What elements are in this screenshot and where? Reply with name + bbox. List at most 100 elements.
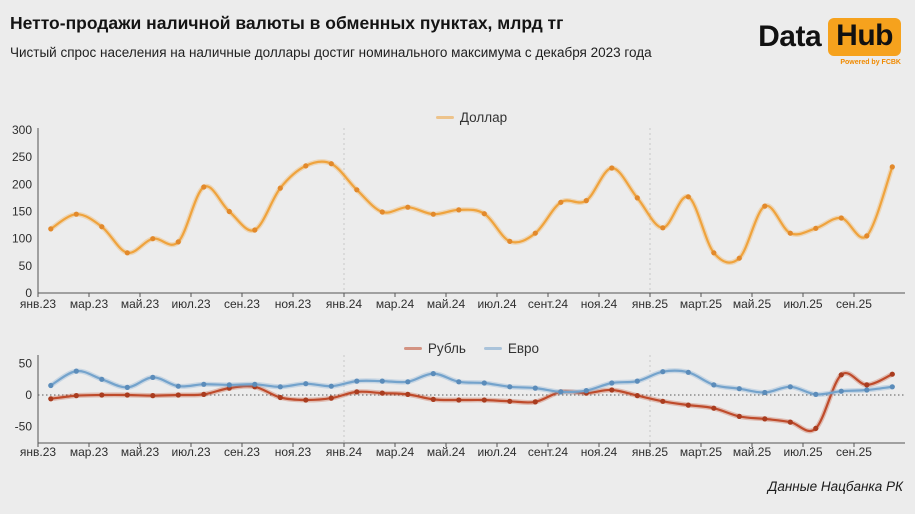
y-tick-label: 50 [19, 357, 33, 371]
x-tick-label: май.24 [427, 297, 466, 311]
y-tick-label: 50 [19, 259, 33, 273]
data-point [583, 388, 589, 394]
x-tick-label: янв.24 [326, 445, 363, 459]
data-point [762, 416, 768, 422]
data-point [558, 199, 564, 205]
data-point [252, 381, 258, 387]
data-point [328, 383, 334, 389]
legend-item-euro[interactable]: Евро [483, 341, 540, 356]
data-point [736, 255, 742, 261]
data-point [583, 198, 589, 204]
data-point [303, 397, 309, 403]
x-tick-label: июл.24 [477, 297, 516, 311]
dollar-line-chart: 0 50 100 150 200 250 300 янв.23 мар.23 май.23 июл.… [12, 123, 905, 311]
data-point [430, 211, 436, 217]
x-tick-label: июл.23 [171, 297, 210, 311]
data-point [456, 379, 462, 385]
x-tick-label: июл.24 [477, 445, 516, 459]
legend-item-ruble[interactable]: Рубль [403, 341, 466, 356]
data-source-note: Данные Нацбанка РК [767, 479, 903, 494]
data-point [124, 384, 130, 390]
data-point [532, 399, 538, 405]
data-point [175, 392, 181, 398]
data-point [660, 225, 666, 231]
x-tick-label: мар.23 [70, 445, 109, 459]
data-point [838, 388, 844, 394]
x-tick-label: янв.25 [632, 445, 669, 459]
series-Доллар [48, 159, 895, 266]
data-point [48, 226, 54, 232]
data-point [354, 187, 360, 193]
x-tick-label: март.25 [680, 297, 723, 311]
x-tick-label: май.23 [121, 297, 160, 311]
data-point [685, 194, 691, 200]
data-point [889, 164, 895, 170]
data-point [73, 211, 79, 217]
data-point [405, 204, 411, 210]
data-point [73, 393, 79, 399]
y-tick-label: 300 [12, 123, 32, 137]
datahub-logo: Data Hub Powered by FCBK [758, 18, 901, 66]
data-point [736, 386, 742, 392]
x-tick-label: янв.23 [20, 297, 57, 311]
x-tick-label: янв.23 [20, 445, 57, 459]
y-tick-label: 200 [12, 177, 32, 191]
legend-label-euro: Евро [507, 341, 540, 356]
data-point [150, 374, 156, 380]
x-tick-label: сен.23 [224, 445, 260, 459]
data-point [481, 380, 487, 386]
page-title: Нетто-продажи наличной валюты в обменных… [10, 13, 564, 33]
data-point [532, 385, 538, 391]
data-point [379, 209, 385, 215]
x-tick-label: май.25 [733, 445, 772, 459]
ruble-euro-chart-legend: Рубль Евро [38, 341, 905, 356]
x-tick-label: сен.23 [224, 297, 260, 311]
data-point [201, 184, 207, 190]
data-point [481, 397, 487, 403]
y-tick-label: 0 [25, 286, 32, 300]
data-point [277, 384, 283, 390]
x-tick-label: май.23 [121, 445, 160, 459]
data-point [226, 208, 232, 215]
page-subtitle: Чистый спрос населения на наличные долла… [10, 45, 652, 60]
x-tick-label: янв.24 [326, 297, 363, 311]
data-point [48, 382, 54, 389]
logo-tagline: Powered by FCBK [840, 59, 901, 66]
x-tick-label: июл.23 [171, 445, 210, 459]
data-point [609, 380, 615, 386]
series-Евро [48, 368, 895, 397]
logo-wordmark: Data Hub [758, 18, 901, 56]
data-point [507, 398, 513, 404]
legend-item-dollar[interactable]: Доллар [435, 110, 508, 125]
data-point [609, 165, 615, 171]
data-point [456, 207, 462, 213]
x-tick-label: ноя.23 [275, 297, 312, 311]
data-point [175, 239, 181, 245]
data-point [201, 381, 207, 387]
legend-label-dollar: Доллар [459, 110, 508, 125]
y-tick-label: -50 [15, 420, 33, 434]
data-point [634, 195, 640, 201]
data-point [379, 378, 385, 384]
data-point [328, 395, 334, 401]
y-tick-label: 0 [25, 388, 32, 402]
ruble-legend-line-icon [403, 347, 422, 350]
data-point [787, 419, 793, 425]
x-tick-label: ноя.24 [581, 297, 618, 311]
data-point [736, 413, 742, 419]
logo-text-hub: Hub [828, 18, 901, 56]
data-point [430, 371, 436, 377]
x-tick-label: мар.23 [70, 297, 109, 311]
data-point [634, 393, 640, 399]
data-point [379, 390, 385, 396]
data-point [762, 389, 768, 396]
x-tick-label: ноя.23 [275, 445, 312, 459]
legend-label-ruble: Рубль [427, 341, 466, 356]
x-tick-label: май.24 [427, 445, 466, 459]
data-point [150, 236, 156, 242]
data-point [787, 384, 793, 390]
data-point [405, 391, 411, 397]
data-point [405, 379, 411, 385]
x-tick-label: мар.24 [376, 297, 415, 311]
